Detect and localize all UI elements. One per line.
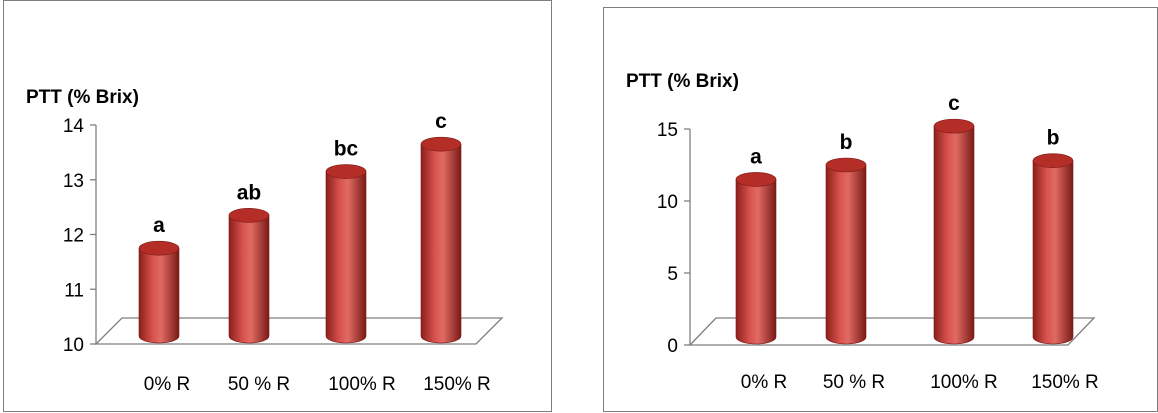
bar-top [825, 157, 867, 173]
y-axis-title: PTT (% Brix) [26, 87, 139, 108]
bar-significance-label: ab [237, 181, 262, 204]
bar-significance-label: c [948, 92, 960, 115]
chart-floor [94, 317, 504, 345]
x-category-label: 150% R [423, 374, 491, 395]
x-category-label: 150% R [1031, 372, 1099, 393]
bar [735, 179, 777, 345]
chart-floor [688, 317, 1096, 346]
x-category-label: 100% R [930, 372, 998, 393]
y-tick-label: 11 [64, 280, 84, 301]
chart-left: PTT (% Brix) 10 11 12 13 14 a 0% R ab 50 % R bc 100… [26, 87, 504, 395]
bar-significance-label: b [1047, 127, 1060, 150]
bar-significance-label: c [435, 110, 447, 133]
bar-top [1032, 153, 1074, 168]
bar-significance-label: a [153, 214, 165, 237]
bar [1032, 160, 1074, 345]
chart-panel-right: PTT (% Brix) 0 5 10 15 a 0% R b 50 % R c 100% R b 15… [603, 7, 1158, 412]
bar-top [228, 208, 270, 223]
bar-significance-label: b [840, 131, 853, 154]
x-category-label: 100% R [328, 374, 396, 395]
y-tick-label: 0 [667, 336, 678, 357]
y-tick-label: 5 [667, 264, 678, 285]
bar-top [325, 164, 367, 179]
bar-top [138, 240, 180, 256]
y-tick-label: 10 [63, 335, 84, 356]
bar-significance-label: a [750, 145, 762, 168]
y-tick-label: 13 [63, 171, 84, 192]
bar-top [735, 172, 777, 187]
bar [933, 125, 975, 345]
bar [420, 143, 462, 344]
bar-significance-label: bc [334, 138, 359, 161]
y-tick-label: 15 [657, 120, 678, 141]
y-tick-label: 14 [63, 116, 85, 137]
bar-top [933, 118, 975, 134]
x-category-label: 0% R [144, 374, 190, 395]
bar [138, 247, 180, 344]
y-axis-title: PTT (% Brix) [626, 71, 739, 92]
chart-right: PTT (% Brix) 0 5 10 15 a 0% R b 50 % R c 100% R b 15… [626, 71, 1099, 393]
bar-top [420, 136, 462, 152]
bar [825, 164, 867, 345]
y-tick-label: 10 [657, 192, 678, 213]
bar [325, 171, 367, 344]
x-category-label: 50 % R [823, 372, 885, 393]
x-category-label: 0% R [741, 372, 787, 393]
chart-panel-left: PTT (% Brix) 10 11 12 13 14 a 0% R ab 50 % R bc 100… [3, 0, 552, 412]
x-category-label: 50 % R [228, 374, 290, 395]
bar [228, 215, 270, 344]
y-tick-label: 12 [63, 226, 84, 247]
